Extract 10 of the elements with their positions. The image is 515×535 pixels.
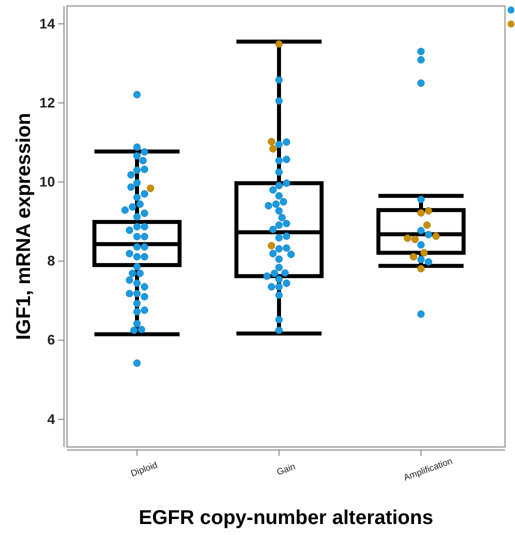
y-axis-title: IGF1, mRNA expression: [13, 112, 35, 340]
y-tick-label: 4: [47, 410, 56, 427]
x-tick-label: Gain: [275, 461, 297, 478]
y-tick-label: 14: [39, 15, 56, 32]
y-tick-label: 12: [39, 94, 56, 110]
x-axis-title: EGFR copy-number alterations: [138, 507, 434, 529]
y-tick-label: 6: [47, 332, 56, 348]
y-tick-label: 10: [39, 173, 56, 190]
y-tick-label: 8: [47, 252, 56, 269]
x-tick-label: Diploid: [129, 460, 159, 479]
